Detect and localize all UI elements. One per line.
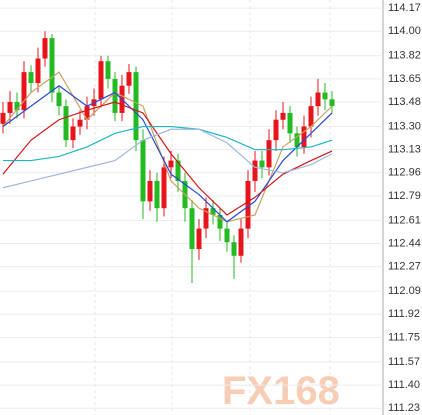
y-tick-label: 112.44: [388, 237, 421, 249]
candle-body: [70, 126, 76, 141]
candle-body: [35, 58, 41, 83]
candle-body: [322, 92, 328, 100]
candle-body: [77, 119, 83, 127]
y-tick-label: 112.09: [388, 285, 421, 297]
candle-body: [238, 228, 244, 256]
y-tick-label: 114.00: [388, 25, 421, 37]
candle-body: [189, 208, 195, 249]
y-tick-label: 113.82: [388, 50, 421, 62]
candle-body: [140, 140, 146, 202]
y-tick-label: 112.79: [388, 190, 421, 202]
y-tick-label: 111.57: [388, 356, 420, 368]
candle-body: [196, 228, 202, 249]
moving-average-line: [2, 71, 333, 223]
candle-body: [154, 180, 160, 209]
candle-body: [161, 167, 167, 209]
y-tick-label: 113.30: [388, 120, 421, 132]
candle-body: [14, 102, 20, 111]
candle-body: [273, 119, 279, 141]
y-tick-label: 113.13: [388, 144, 421, 156]
candle-body: [231, 242, 237, 256]
candle-body: [294, 133, 300, 147]
y-tick-label: 111.75: [388, 331, 420, 343]
candle-body: [217, 214, 223, 229]
candle-body: [245, 180, 251, 229]
candle-body: [126, 72, 132, 86]
y-tick-label: 112.96: [388, 167, 421, 179]
candle-body: [266, 140, 272, 168]
candle-body: [329, 99, 335, 107]
y-tick-label: 112.61: [388, 214, 421, 226]
candle-body: [21, 72, 27, 111]
candle-body: [168, 160, 174, 168]
candle-body: [63, 106, 69, 141]
candle-body: [42, 38, 48, 59]
candle-body: [210, 208, 216, 215]
candle-body: [49, 38, 55, 93]
candle-body: [133, 72, 139, 141]
candle-body: [301, 126, 307, 147]
candle-body: [224, 228, 230, 243]
candle-body: [56, 92, 62, 107]
moving-average-line: [2, 128, 333, 189]
candle-body: [203, 208, 209, 229]
y-tick-label: 111.23: [388, 402, 420, 414]
watermark: FX168: [222, 369, 340, 413]
y-tick-label: 112.27: [388, 261, 421, 273]
y-tick-label: 113.65: [388, 73, 421, 85]
y-tick-label: 114.17: [388, 2, 421, 14]
candle-body: [252, 160, 258, 181]
candle-body: [84, 106, 90, 120]
moving-average-line: [2, 84, 333, 223]
candle-body: [280, 112, 286, 120]
candle-body: [105, 61, 111, 79]
candle-body: [287, 112, 293, 134]
candle-body: [315, 92, 321, 107]
y-tick-label: 111.92: [388, 308, 420, 320]
candle-body: [28, 72, 34, 83]
candle-body: [259, 160, 265, 168]
candle-body: [147, 180, 153, 202]
candle-body: [112, 78, 118, 113]
moving-average-line: [3, 125, 333, 162]
candle-body: [308, 106, 314, 127]
candle-body: [98, 61, 104, 100]
y-tick-label: 111.40: [388, 379, 420, 391]
candle-body: [7, 102, 13, 113]
y-tick-label: 113.48: [388, 96, 421, 108]
candle-body: [175, 160, 181, 181]
candle-body: [0, 112, 6, 124]
moving-average-line: [2, 101, 333, 216]
